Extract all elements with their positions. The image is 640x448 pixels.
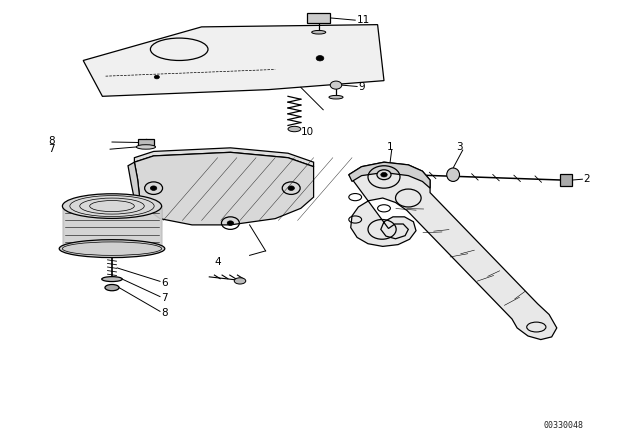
- Ellipse shape: [329, 95, 343, 99]
- FancyBboxPatch shape: [307, 13, 330, 23]
- Text: 7: 7: [161, 293, 168, 303]
- Ellipse shape: [288, 186, 294, 190]
- Ellipse shape: [234, 278, 246, 284]
- Text: 9: 9: [358, 82, 365, 92]
- Text: 10: 10: [301, 127, 314, 137]
- Text: 6: 6: [161, 278, 168, 288]
- Ellipse shape: [102, 276, 122, 282]
- Text: 8: 8: [161, 308, 168, 318]
- Ellipse shape: [316, 56, 324, 61]
- FancyBboxPatch shape: [138, 139, 154, 146]
- Text: 3: 3: [456, 142, 463, 152]
- Polygon shape: [349, 162, 557, 340]
- Text: 1: 1: [387, 142, 394, 152]
- Polygon shape: [128, 162, 146, 211]
- Ellipse shape: [136, 145, 156, 149]
- Ellipse shape: [330, 81, 342, 89]
- Ellipse shape: [381, 172, 387, 177]
- Ellipse shape: [377, 170, 391, 180]
- Ellipse shape: [288, 126, 301, 132]
- Ellipse shape: [154, 75, 159, 79]
- Text: 7: 7: [48, 144, 54, 154]
- Ellipse shape: [63, 194, 161, 218]
- Ellipse shape: [105, 284, 119, 291]
- Text: 4: 4: [214, 257, 221, 267]
- Ellipse shape: [447, 168, 460, 181]
- Polygon shape: [134, 152, 314, 225]
- Text: 8: 8: [48, 136, 54, 146]
- Ellipse shape: [312, 30, 326, 34]
- Ellipse shape: [227, 221, 234, 225]
- FancyBboxPatch shape: [560, 174, 572, 186]
- Text: 11: 11: [357, 15, 371, 25]
- Ellipse shape: [150, 186, 157, 190]
- Text: 00330048: 00330048: [543, 421, 583, 430]
- Ellipse shape: [63, 242, 161, 255]
- Polygon shape: [83, 25, 384, 96]
- Polygon shape: [134, 148, 314, 167]
- Polygon shape: [349, 162, 430, 188]
- Text: 2: 2: [584, 174, 590, 184]
- Ellipse shape: [59, 240, 165, 258]
